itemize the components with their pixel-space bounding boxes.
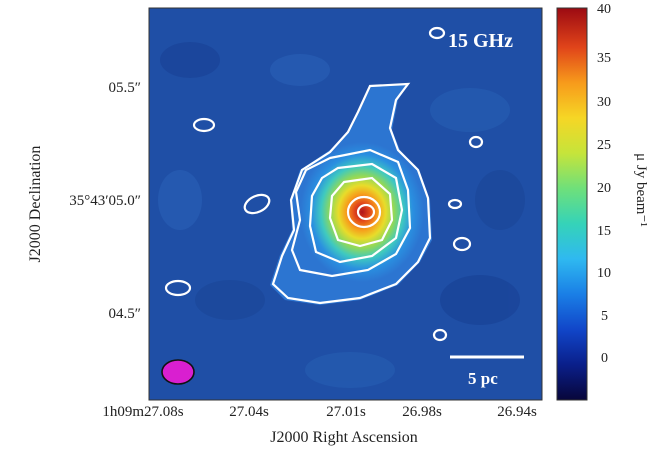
colorbar-tick-label: 20 — [597, 181, 611, 196]
scale-bar-label: 5 pc — [468, 369, 498, 388]
beam-ellipse — [161, 359, 195, 385]
map-frame — [148, 7, 543, 401]
colorbar-tick-label: 10 — [597, 266, 611, 281]
x-tick-label: 26.94s — [497, 404, 537, 420]
noise-contour — [432, 328, 448, 342]
noise-contour — [452, 236, 472, 252]
x-tick-label: 26.98s — [402, 404, 442, 420]
contour-level-2 — [290, 148, 412, 278]
contours — [164, 26, 484, 342]
colorbar: 40 35 30 25 20 15 10 5 0 μ Jy beam⁻¹ — [556, 2, 649, 401]
colorbar-tick-label: 40 — [597, 2, 611, 17]
x-tick-label: 27.01s — [326, 404, 366, 420]
contour-level-4 — [328, 176, 394, 248]
colorbar-tick-label: 0 — [601, 351, 608, 366]
contour-level-1 — [271, 82, 432, 305]
x-tick-label: 1h09m27.08s — [102, 404, 183, 420]
noise-contour — [192, 117, 216, 133]
y-axis-title: J2000 Declination — [27, 146, 44, 263]
colorbar-tick-label: 5 — [601, 309, 608, 324]
x-axis: 1h09m27.08s 27.04s 27.01s 26.98s 26.94s … — [102, 404, 537, 446]
colorbar-tick-label: 30 — [597, 95, 611, 110]
x-tick-label: 27.04s — [229, 404, 269, 420]
x-axis-title: J2000 Right Ascension — [270, 429, 418, 446]
noise-contour — [468, 135, 484, 149]
y-tick-label: 35°43′05.0″ — [69, 193, 141, 209]
colorbar-gradient — [556, 7, 588, 401]
noise-contour — [164, 279, 192, 297]
y-tick-label: 04.5″ — [109, 306, 142, 322]
contour-level-3 — [308, 162, 404, 264]
noise-contour — [428, 26, 446, 40]
contour-level-6 — [356, 203, 376, 221]
colorbar-tick-label: 15 — [597, 224, 611, 239]
colorbar-tick-label: 25 — [597, 138, 611, 153]
panel-label: 15 GHz — [448, 30, 513, 52]
colorbar-tick-label: 35 — [597, 51, 611, 66]
background-noise — [158, 42, 525, 388]
map-panel: 15 GHz 5 pc — [149, 8, 542, 400]
y-tick-label: 05.5″ — [109, 80, 142, 96]
y-axis: 05.5″ 35°43′05.0″ 04.5″ J2000 Declinatio… — [27, 80, 141, 322]
noise-contour — [243, 193, 271, 215]
colorbar-title: μ Jy beam⁻¹ — [633, 153, 649, 227]
noise-contour — [447, 198, 463, 210]
contour-level-5 — [346, 195, 382, 229]
